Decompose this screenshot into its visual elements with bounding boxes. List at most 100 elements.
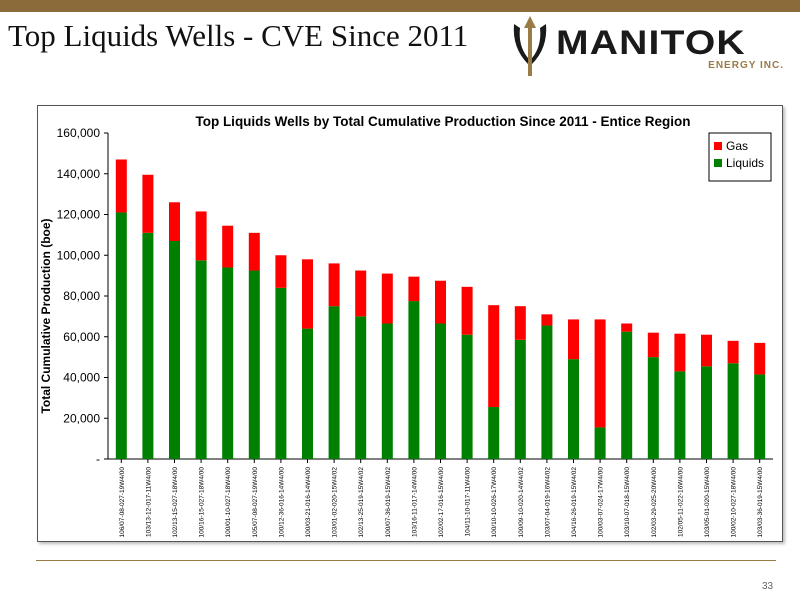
- x-tick-label: 102/05-11-022-16W4/00: [677, 467, 684, 537]
- bar-gas: [435, 280, 446, 324]
- bar-liquids: [222, 267, 234, 459]
- logo-wordmark: MANITOK: [556, 24, 746, 62]
- bar-liquids: [488, 407, 500, 459]
- bar-liquids: [169, 240, 180, 459]
- y-tick-label: 120,000: [57, 208, 101, 222]
- bar-liquids: [701, 366, 712, 459]
- x-tick-label: 104/16-26-019-15W4/02: [571, 467, 578, 538]
- x-tick-label: 105/07-08-027-19W4/00: [252, 467, 259, 538]
- bar-gas: [727, 340, 739, 364]
- x-tick-label: 104/11-10-017-11W4/00: [465, 467, 472, 537]
- x-tick-label: 103/10-07-018-15W4/00: [624, 467, 631, 538]
- bar-liquids: [514, 339, 526, 459]
- x-tick-label: 100/03-21-016-14W4/00: [305, 467, 312, 538]
- x-tick-label: 100/07-36-019-15W4/02: [385, 467, 392, 538]
- x-tick-label: 103/13-12-017-11W4/00: [145, 467, 152, 537]
- bar-liquids: [568, 359, 579, 459]
- bar-liquids: [461, 334, 473, 459]
- y-tick-label: 140,000: [57, 167, 101, 181]
- bar-gas: [408, 276, 420, 302]
- bar-liquids: [594, 427, 606, 459]
- bar-liquids: [727, 363, 739, 459]
- x-tick-label: 100/16-15-027-18W4/00: [199, 467, 206, 538]
- x-tick-label: 102/13-15-027-18W4/00: [172, 467, 179, 538]
- bar-gas: [275, 255, 287, 288]
- x-tick-label: 103/05-01-020-15W4/00: [704, 467, 711, 538]
- bar-liquids: [195, 260, 207, 459]
- x-tick-label: 102/13-25-019-15W4/02: [358, 467, 365, 538]
- logo-emblem-icon: [513, 16, 547, 76]
- chart-legend: Gas Liquids: [708, 132, 772, 182]
- bar-liquids: [248, 270, 260, 459]
- bar-gas: [115, 159, 127, 213]
- bar-gas: [355, 270, 367, 317]
- top-accent-bar: [0, 0, 800, 12]
- legend-label-gas: Gas: [726, 139, 748, 153]
- bar-gas: [248, 232, 260, 271]
- y-tick-label: 20,000: [63, 411, 100, 425]
- bar-liquids: [115, 212, 127, 459]
- x-tick-label: 103/07-04-019-16W4/02: [544, 467, 551, 538]
- bar-gas: [674, 333, 686, 372]
- bar-gas: [195, 211, 207, 261]
- bar-gas: [701, 334, 712, 367]
- bar-gas: [621, 323, 633, 332]
- x-tick-label: 102/02-17-016-15W4/00: [438, 467, 445, 538]
- y-tick-label: 60,000: [63, 330, 100, 344]
- bar-liquids: [275, 287, 287, 459]
- bar-liquids: [302, 328, 313, 459]
- x-tick-label: 102/03-29-025-20W4/00: [651, 467, 658, 538]
- stacked-bar-chart: Top Liquids Wells by Total Cumulative Pr…: [39, 114, 773, 538]
- logo-subtitle: ENERGY INC.: [708, 60, 784, 71]
- bar-gas: [222, 225, 234, 268]
- bar-gas: [302, 259, 313, 329]
- y-tick-label: 80,000: [63, 289, 100, 303]
- bar-liquids: [754, 374, 766, 459]
- bar-gas: [568, 319, 579, 360]
- x-tick-label: 100/09-10-020-14W4/02: [518, 467, 525, 538]
- bar-gas: [169, 202, 180, 241]
- bar-gas: [514, 306, 526, 340]
- legend-swatch-liquids: [714, 159, 722, 167]
- footer-rule: [36, 560, 776, 561]
- bar-gas: [541, 314, 553, 326]
- bar-gas: [142, 174, 154, 233]
- page-number: 33: [762, 581, 774, 592]
- bar-liquids: [647, 357, 659, 459]
- bar-gas: [328, 263, 340, 307]
- bar-liquids: [621, 331, 633, 459]
- legend-box: [708, 132, 772, 182]
- bar-gas: [461, 286, 473, 335]
- x-tick-label: 100/01-10-027-18W4/00: [225, 467, 232, 538]
- company-logo: MANITOK ENERGY INC.: [510, 14, 790, 78]
- bar-liquids: [435, 323, 446, 459]
- chart-title: Top Liquids Wells by Total Cumulative Pr…: [195, 114, 690, 129]
- x-tick-label: 100/12-36-016-14W4/00: [278, 467, 285, 538]
- y-tick-label: 40,000: [63, 371, 100, 385]
- bar-gas: [488, 305, 500, 408]
- bar-gas: [754, 342, 766, 375]
- y-tick-label: -: [96, 452, 100, 466]
- x-tick-label: 100/03-07-024-17W4/00: [598, 467, 605, 538]
- bar-liquids: [408, 301, 420, 459]
- bar-gas: [647, 332, 659, 358]
- bar-liquids: [541, 325, 553, 459]
- slide-title: Top Liquids Wells - CVE Since 2011: [8, 18, 469, 53]
- y-tick-label: 160,000: [57, 126, 101, 140]
- bar-gas: [594, 319, 606, 428]
- bar-liquids: [674, 371, 686, 459]
- x-tick-label: 106/07-08-027-19W4/00: [119, 467, 126, 538]
- chart-frame: Top Liquids Wells by Total Cumulative Pr…: [37, 105, 783, 542]
- x-tick-label: 103/16-11-017-14W4/00: [411, 467, 418, 537]
- legend-label-liquids: Liquids: [726, 156, 764, 170]
- legend-swatch-gas: [714, 142, 722, 150]
- bar-liquids: [328, 306, 340, 459]
- x-tick-label: 103/01-02-020-15W4/02: [332, 467, 339, 538]
- bar-gas: [381, 273, 393, 324]
- bar-liquids: [381, 323, 393, 459]
- y-tick-label: 100,000: [57, 248, 101, 262]
- x-tick-label: 100/10-10-026-17W4/00: [491, 467, 498, 538]
- bar-liquids: [142, 232, 154, 459]
- bar-liquids: [355, 316, 367, 459]
- x-tick-label: 100/02-10-027-18W4/00: [731, 467, 738, 538]
